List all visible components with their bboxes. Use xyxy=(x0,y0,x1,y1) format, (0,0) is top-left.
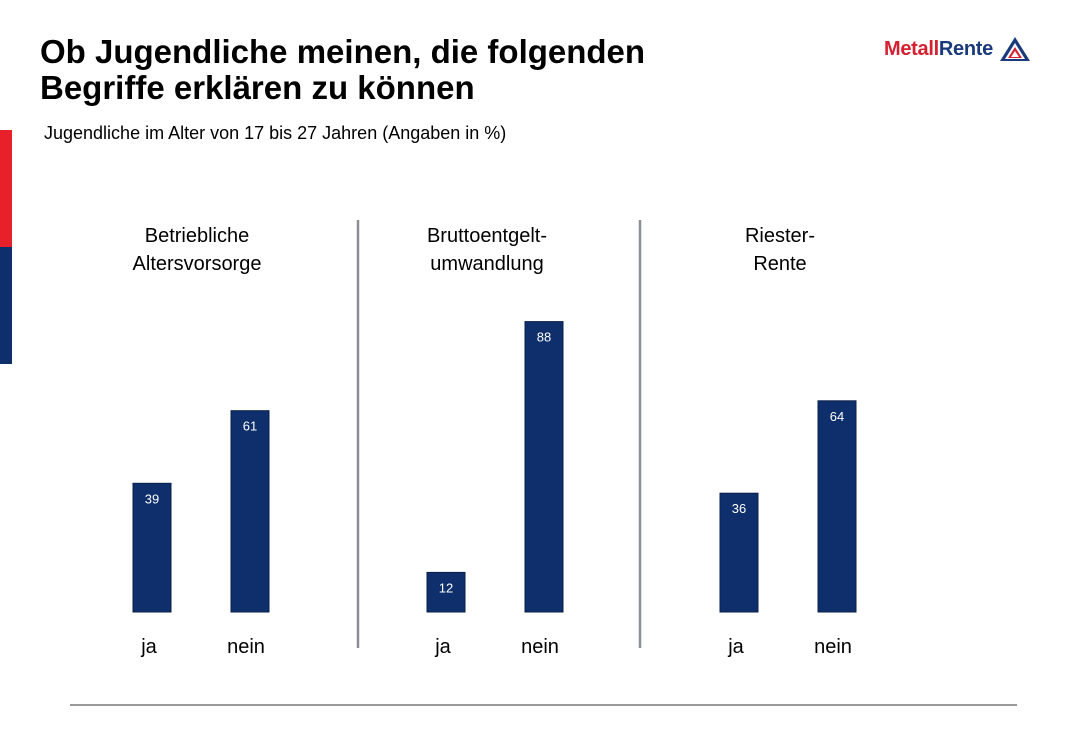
data-label-2-nein: 88 xyxy=(537,330,551,345)
category-label-2-ja: ja xyxy=(434,636,451,658)
page-title-line-1: Ob Jugendliche meinen, die folgenden xyxy=(40,33,646,70)
logo-text: MetallRente xyxy=(884,38,993,61)
bar-3-nein xyxy=(817,400,857,613)
panel-title-1-line-1: Betriebliche xyxy=(145,225,250,247)
bar-1-nein xyxy=(230,410,270,613)
panel-title-1-line-2: Altersvorsorge xyxy=(133,253,262,275)
panel-title-3-line-2: Rente xyxy=(753,253,806,275)
metallrente-triangle-icon xyxy=(999,37,1030,61)
category-label-1-ja: ja xyxy=(140,636,157,658)
data-label-1-ja: 39 xyxy=(145,491,159,506)
data-label-3-ja: 36 xyxy=(732,501,746,516)
data-label-3-nein: 64 xyxy=(830,409,844,424)
panel-title-2-line-2: umwandlung xyxy=(430,253,543,275)
bar-2-nein xyxy=(524,321,564,613)
metallrente-logo: MetallRente xyxy=(884,34,1031,64)
logo-text-metall: Metall xyxy=(884,37,939,60)
panel-title-2-line-1: Bruttoentgelt- xyxy=(427,225,547,247)
category-label-3-nein: nein xyxy=(814,636,852,658)
page-subtitle: Jugendliche im Alter von 17 bis 27 Jahre… xyxy=(44,123,507,143)
bar-3-ja xyxy=(719,492,759,613)
category-label-1-nein: nein xyxy=(227,636,265,658)
bar-2-ja xyxy=(426,571,466,613)
category-label-2-nein: nein xyxy=(521,636,559,658)
accent-bar-red xyxy=(0,130,12,247)
data-label-2-ja: 12 xyxy=(439,580,453,595)
data-label-1-nein: 61 xyxy=(243,419,257,434)
panel-title-3-line-1: Riester- xyxy=(745,225,815,247)
page-title: Ob Jugendliche meinen, die folgenden Beg… xyxy=(40,34,800,106)
page-title-line-2: Begriffe erklären zu können xyxy=(40,69,475,106)
accent-bar-blue xyxy=(0,247,12,364)
logo-text-rente: Rente xyxy=(938,37,993,60)
bar-1-ja xyxy=(132,482,172,613)
category-label-3-ja: ja xyxy=(727,636,744,658)
